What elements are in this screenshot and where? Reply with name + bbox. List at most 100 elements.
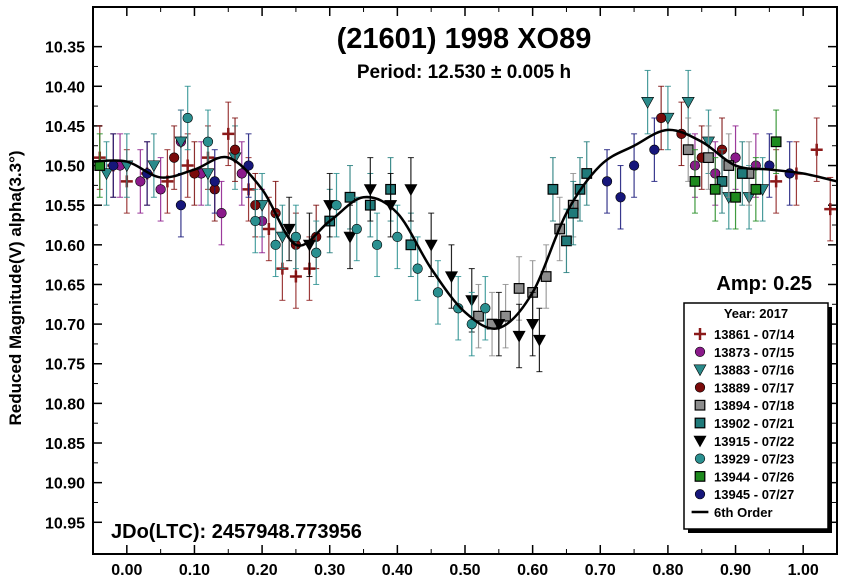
data-point <box>229 144 241 155</box>
data-point <box>628 160 640 171</box>
series-13902 <box>324 141 748 278</box>
data-point <box>424 239 438 252</box>
x-tick-label: 0.10 <box>179 562 210 579</box>
epoch-label: JDo(LTC): 2457948.773956 <box>111 521 362 543</box>
legend-label: 13861 - 07/14 <box>714 327 795 342</box>
x-tick-label: 1.00 <box>788 562 819 579</box>
legend-marker <box>693 435 707 448</box>
data-point <box>716 176 728 187</box>
legend-title: Year: 2017 <box>724 306 788 321</box>
legend-marker <box>694 399 706 411</box>
data-point <box>547 183 559 195</box>
y-tick-label: 10.55 <box>45 198 85 215</box>
y-tick-label: 10.60 <box>45 238 85 255</box>
x-tick-label: 0.20 <box>247 562 278 579</box>
data-point <box>392 231 403 242</box>
y-axis-label: Reduced Magnitude(V) alpha(3.3°) <box>6 150 25 425</box>
series-13944 <box>94 109 782 230</box>
x-tick-label: 0.40 <box>382 562 413 579</box>
legend-label: 13873 - 07/15 <box>714 345 794 360</box>
plot-frame <box>92 6 838 555</box>
data-point <box>250 215 261 227</box>
y-tick-label: 10.80 <box>45 396 85 413</box>
y-tick-label: 10.85 <box>45 436 85 453</box>
data-point <box>147 160 161 173</box>
legend-label: 13902 - 07/21 <box>714 416 794 431</box>
data-point <box>371 239 383 250</box>
x-tick-label: 0.30 <box>314 562 345 579</box>
data-point <box>770 136 782 148</box>
data-point <box>730 191 741 203</box>
data-point <box>615 192 626 203</box>
data-point <box>209 176 220 187</box>
data-point <box>709 183 721 195</box>
legend-label: 13944 - 07/26 <box>714 469 794 484</box>
data-point <box>432 287 444 298</box>
data-point <box>526 319 540 331</box>
data-point <box>532 334 546 347</box>
chart-subtitle: Period: 12.530 ± 0.005 h <box>357 62 571 83</box>
data-point <box>202 136 214 147</box>
amplitude-label: Amp: 0.25 <box>716 273 812 295</box>
y-tick-label: 10.35 <box>45 40 85 57</box>
series-13889 <box>169 85 728 278</box>
data-point <box>730 152 741 163</box>
x-tick-label: 0.60 <box>517 562 548 579</box>
legend-marker <box>694 471 706 482</box>
fit-curve <box>92 128 838 330</box>
y-tick-label: 10.40 <box>45 79 85 96</box>
y-tick-label: 10.65 <box>45 277 85 294</box>
y-tick-label: 10.90 <box>45 476 85 493</box>
data-point <box>810 143 823 156</box>
data-point <box>681 97 695 109</box>
data-point <box>331 200 342 211</box>
data-point <box>290 231 302 242</box>
data-point <box>513 283 525 294</box>
axis-ticks: 0.00 0.10 0.20 0.30 0.40 0.50 0.60 0.70 0.80 0.90… <box>45 7 837 579</box>
data-point <box>412 263 423 274</box>
data-point <box>656 112 667 124</box>
data-point <box>480 303 491 314</box>
legend-label: 13894 - 07/18 <box>714 398 794 413</box>
data-point <box>181 159 194 172</box>
x-tick-label: 0.50 <box>449 562 480 579</box>
data-point <box>567 207 579 219</box>
legend-items: 13861 - 07/14 13873 - 07/15 13883 - 07/16 1… <box>691 327 795 520</box>
y-tick-label: 10.95 <box>45 515 85 532</box>
legend-marker <box>694 328 706 340</box>
chart-title: (21601) 1998 XO89 <box>337 23 592 55</box>
data-point <box>500 310 511 322</box>
fit-curve-layer <box>92 128 838 330</box>
data-point <box>444 271 458 284</box>
legend-label: 13915 - 07/22 <box>714 434 794 449</box>
data-point <box>770 175 783 188</box>
data-point <box>736 168 748 179</box>
series-13929 <box>182 85 491 357</box>
data-point <box>216 208 227 219</box>
y-tick-label: 10.45 <box>45 119 85 136</box>
series-13945 <box>108 117 795 238</box>
legend-label: 13889 - 07/17 <box>714 380 794 395</box>
y-tick-label: 10.75 <box>45 357 85 374</box>
data-point <box>243 160 254 171</box>
data-point <box>473 310 484 322</box>
data-point <box>682 144 694 156</box>
data-point <box>351 223 362 235</box>
data-point <box>561 235 572 247</box>
data-point <box>492 319 506 331</box>
x-tick-label: 0.80 <box>652 562 683 579</box>
data-point <box>169 152 180 163</box>
data-point <box>222 127 235 140</box>
data-point <box>649 144 660 155</box>
legend-label: 6th Order <box>714 505 773 520</box>
data-point <box>174 136 188 149</box>
legend-label: 13945 - 07/27 <box>714 487 794 502</box>
data-point <box>363 184 377 196</box>
data-point <box>689 176 701 187</box>
data-point <box>282 223 296 236</box>
legend-marker <box>694 489 706 500</box>
data-point <box>135 176 146 187</box>
data-points-layer <box>93 69 837 373</box>
legend-marker <box>693 364 707 377</box>
